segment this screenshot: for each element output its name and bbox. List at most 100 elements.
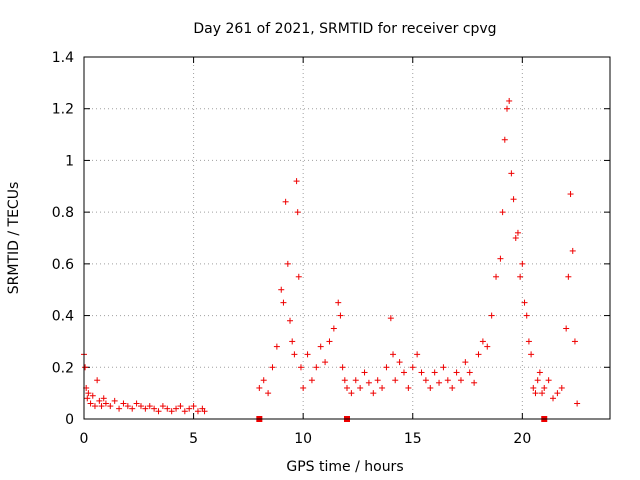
data-point [479,338,486,345]
data-point [532,390,539,397]
data-point [85,390,92,397]
data-point [98,403,105,410]
x-tick-label: 15 [404,431,422,447]
data-point [133,400,140,407]
data-point [91,403,98,410]
data-point [151,405,158,412]
data-point [326,338,333,345]
y-tick-label: 0.4 [52,309,74,325]
data-point [164,405,171,412]
data-point [194,408,201,415]
data-point [100,395,107,402]
data-point [471,379,478,386]
data-point [558,384,565,391]
chart-title: Day 261 of 2021, SRMTID for receiver cpv… [193,21,496,37]
plot-frame [83,56,611,420]
data-point [571,338,578,345]
data-point [396,359,403,366]
data-point [392,377,399,384]
data-point [440,364,447,371]
data-point [357,384,364,391]
data-point [107,403,114,410]
data-point [201,408,208,415]
data-point [545,377,552,384]
data-point [525,338,532,345]
data-point [387,315,394,322]
data-point [330,325,337,332]
data-point [427,384,434,391]
data-point [453,369,460,376]
data-point [155,408,162,415]
data-point [260,377,267,384]
data-point [517,273,524,280]
data-point [120,400,127,407]
data-point [280,299,287,306]
data-point [146,403,153,410]
data-point [137,403,144,410]
data-point [96,397,103,404]
data-point [168,408,175,415]
data-point [181,408,188,415]
grid-layer [84,57,610,419]
data-point [186,405,193,412]
data-point [466,369,473,376]
data-point [475,351,482,358]
data-point [348,390,355,397]
data-point [508,170,515,177]
y-tick-label: 0.8 [52,205,74,221]
data-point [514,229,521,236]
data-point [484,343,491,350]
data-point [383,364,390,371]
data-point [422,377,429,384]
data-point [190,403,197,410]
data-point [313,364,320,371]
data-point [317,343,324,350]
data-point [111,397,118,404]
data-point [501,136,508,143]
y-tick-label: 1.2 [52,102,74,118]
data-point [488,312,495,319]
y-tick-label: 1 [65,153,74,169]
data-point [512,235,519,241]
data-point [457,377,464,384]
data-point [493,273,500,280]
data-point [550,395,557,402]
x-tick-label: 20 [513,431,531,447]
data-point [536,369,543,376]
tick-layer: 0 0.2 0.4 0.6 0.8 1 1.2 1.4 0 5 10 15 20 [52,50,610,447]
y-tick-label: 0.6 [52,257,74,273]
data-point [499,209,506,216]
data-point [365,379,372,386]
data-point [284,260,291,267]
data-point [379,384,386,391]
data-point [506,97,513,104]
data-point [567,191,574,198]
data-point [84,395,91,402]
data-point [497,255,504,262]
data-point [278,286,285,293]
x-tick-label: 10 [294,431,312,447]
data-point [390,351,397,358]
data-point [124,403,131,410]
x-axis-label: GPS time / hours [286,459,403,475]
y-axis-label: SRMTID / TECUs [6,182,22,295]
data-point [523,312,530,319]
data-point [269,364,276,371]
data-point [339,364,346,371]
data-point [534,377,541,384]
data-point [273,343,280,350]
data-point [308,377,315,384]
data-point [256,384,263,391]
data-point [159,403,166,410]
data-point [503,105,510,112]
x-tick-label: 0 [80,431,89,447]
data-point [129,405,136,412]
data-points [81,97,581,422]
data-point [265,390,272,397]
data-point [116,405,123,412]
data-point [94,377,101,384]
data-point [431,369,438,376]
data-point [102,400,109,407]
data-point [89,392,96,399]
data-point [510,196,517,203]
